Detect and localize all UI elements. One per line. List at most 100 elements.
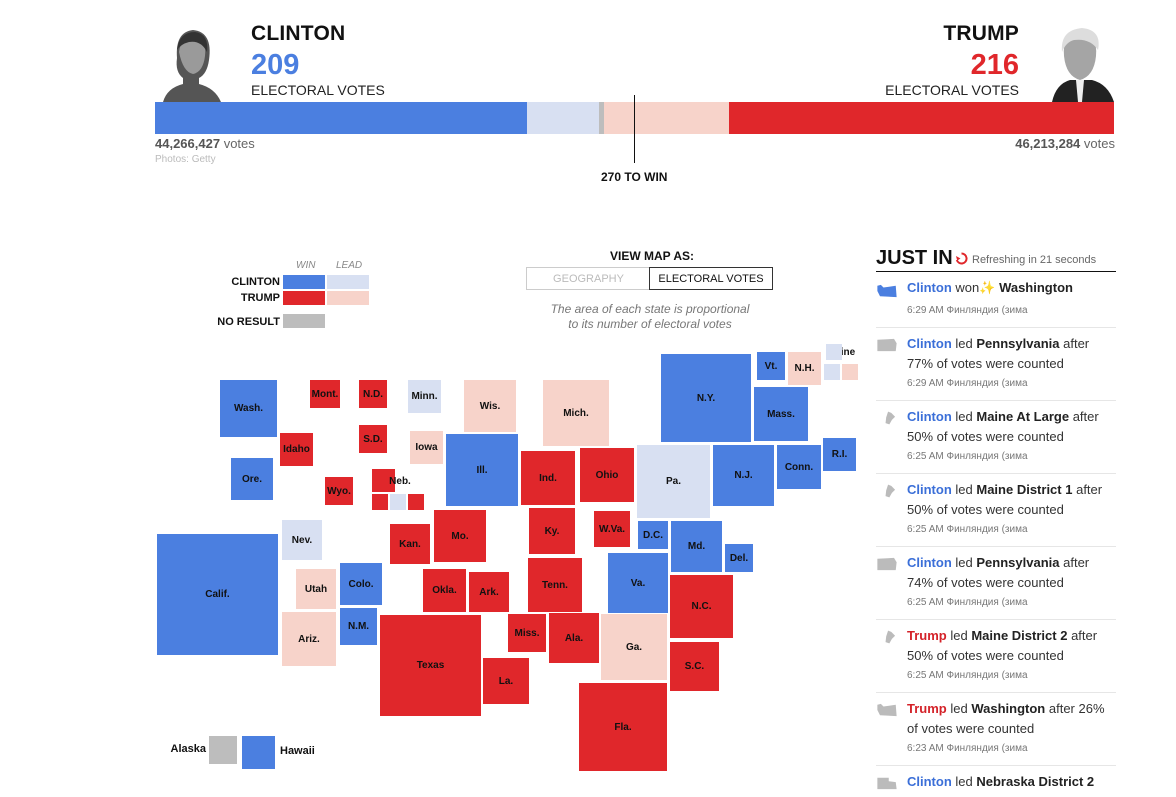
feed-verb: led	[955, 555, 973, 570]
feed-item[interactable]: Trump led Maine District 2 after 50% of …	[876, 620, 1116, 693]
state-mich[interactable]: Mich.	[543, 380, 609, 446]
neb-district-3[interactable]	[408, 494, 424, 510]
state-idaho[interactable]: Idaho	[280, 433, 313, 466]
state-ohio[interactable]: Ohio	[580, 448, 634, 502]
state-mass[interactable]: Mass.	[754, 387, 808, 441]
clinton-lead-bar	[527, 102, 599, 134]
maine-at-large[interactable]	[824, 364, 840, 380]
state-nc[interactable]: N.C.	[670, 575, 733, 638]
feed-detail: after 74% of votes were counted	[907, 555, 1090, 590]
feed-item[interactable]: Clinton led Nebraska District 2	[876, 766, 1116, 797]
state-ark[interactable]: Ark.	[469, 572, 509, 612]
feed-item[interactable]: Clinton led Pennsylvania after 74% of vo…	[876, 547, 1116, 620]
state-ny[interactable]: N.Y.	[661, 354, 751, 442]
feed-time: 6:29 AM Финляндия (зима	[907, 305, 1028, 316]
state-sc[interactable]: S.C.	[670, 642, 719, 691]
clinton-photo	[163, 22, 221, 102]
state-ore[interactable]: Ore.	[231, 458, 273, 500]
just-in-title: JUST IN	[876, 247, 953, 269]
feed-time: 6:25 AM Финляндия (зима	[907, 524, 1028, 535]
state-ala[interactable]: Ala.	[549, 613, 599, 663]
feed-verb: won	[955, 280, 980, 295]
state-iowa[interactable]: Iowa	[410, 431, 443, 464]
feed-place[interactable]: Nebraska District 2	[976, 774, 1095, 789]
state-pa[interactable]: Pa.	[637, 445, 710, 518]
state-tenn[interactable]: Tenn.	[528, 558, 582, 612]
state-wash[interactable]: Wash.	[220, 380, 277, 437]
state-mont[interactable]: Mont.	[310, 380, 340, 408]
state-minn[interactable]: Minn.	[408, 380, 441, 413]
state-nm[interactable]: N.M.	[340, 608, 377, 645]
feed-place[interactable]: Pennsylvania	[976, 555, 1060, 570]
feed-place[interactable]: Maine District 2	[971, 628, 1068, 643]
legend-lead-header: LEAD	[336, 260, 363, 271]
geography-toggle[interactable]: GEOGRAPHY	[526, 267, 650, 290]
candidate-name[interactable]: Clinton	[907, 555, 952, 570]
feed-item[interactable]: Clinton led Pennsylvania after 77% of vo…	[876, 328, 1116, 401]
candidate-name[interactable]: Trump	[907, 701, 947, 716]
feed-item[interactable]: Trump led Washington after 26% of votes …	[876, 693, 1116, 766]
neb-at-large[interactable]	[372, 469, 395, 492]
state-wva[interactable]: W.Va.	[594, 511, 630, 547]
candidate-name[interactable]: Clinton	[907, 774, 952, 789]
neb-district-2[interactable]	[390, 494, 406, 510]
feed-item[interactable]: Clinton led Maine At Large after 50% of …	[876, 401, 1116, 474]
feed-verb: led	[950, 628, 968, 643]
state-alaska[interactable]	[209, 736, 237, 764]
state-nh[interactable]: N.H.	[788, 352, 821, 385]
feed-place[interactable]: Maine At Large	[976, 409, 1070, 424]
state-calif[interactable]: Calif.	[157, 534, 278, 655]
candidate-name[interactable]: Clinton	[907, 280, 952, 295]
state-maine[interactable]: Maine	[824, 342, 858, 382]
state-utah[interactable]: Utah	[296, 569, 336, 609]
feed-place[interactable]: Maine District 1	[976, 482, 1073, 497]
state-kan[interactable]: Kan.	[390, 524, 430, 564]
refresh-icon[interactable]	[955, 252, 968, 265]
state-conn[interactable]: Conn.	[777, 445, 821, 489]
legend-clinton-win-swatch	[283, 275, 325, 289]
feed-place[interactable]: Washington	[971, 701, 1046, 716]
maine-district-1[interactable]	[826, 344, 842, 360]
state-ga[interactable]: Ga.	[601, 614, 667, 680]
state-la[interactable]: La.	[483, 658, 529, 704]
state-nd[interactable]: N.D.	[359, 380, 387, 408]
candidate-name[interactable]: Clinton	[907, 336, 952, 351]
electoral-votes-toggle[interactable]: ELECTORAL VOTES	[649, 267, 773, 290]
state-del[interactable]: Del.	[725, 544, 753, 572]
state-hawaii[interactable]	[242, 736, 275, 769]
state-fla[interactable]: Fla.	[579, 683, 667, 771]
state-texas[interactable]: Texas	[380, 615, 481, 716]
state-ariz[interactable]: Ariz.	[282, 612, 336, 666]
state-neb[interactable]: Neb.	[372, 469, 424, 511]
state-wyo[interactable]: Wyo.	[325, 477, 353, 505]
state-okla[interactable]: Okla.	[423, 569, 466, 612]
legend-trump-label: TRUMP	[240, 292, 280, 304]
state-vt[interactable]: Vt.	[757, 352, 785, 380]
neb-district-1[interactable]	[372, 494, 388, 510]
state-sd[interactable]: S.D.	[359, 425, 387, 453]
feed-item[interactable]: Clinton won✨ Washington 6:29 AM Финлянди…	[876, 272, 1116, 328]
state-md[interactable]: Md.	[671, 521, 722, 572]
candidate-name[interactable]: Clinton	[907, 409, 952, 424]
state-mo[interactable]: Mo.	[434, 510, 486, 562]
state-miss[interactable]: Miss.	[508, 614, 546, 652]
state-ky[interactable]: Ky.	[529, 508, 575, 554]
state-ill[interactable]: Ill.	[446, 434, 518, 506]
state-colo[interactable]: Colo.	[340, 563, 382, 605]
feed-place[interactable]: Washington	[999, 280, 1073, 295]
candidate-name[interactable]: Clinton	[907, 482, 952, 497]
state-dc[interactable]: D.C.	[638, 521, 668, 549]
state-va[interactable]: Va.	[608, 553, 668, 613]
feed-item[interactable]: Clinton led Maine District 1 after 50% o…	[876, 474, 1116, 547]
state-ind[interactable]: Ind.	[521, 451, 575, 505]
map-note-line1: The area of each state is proportional	[550, 302, 750, 316]
state-nj[interactable]: N.J.	[713, 445, 774, 506]
feed-place[interactable]: Pennsylvania	[976, 336, 1060, 351]
state-ri[interactable]: R.I.	[823, 438, 856, 471]
maine-district-2[interactable]	[842, 364, 858, 380]
candidate-name[interactable]: Trump	[907, 628, 947, 643]
clinton-electoral-votes: 209	[251, 49, 300, 81]
state-wis[interactable]: Wis.	[464, 380, 516, 432]
state-nev[interactable]: Nev.	[282, 520, 322, 560]
just-in-divider	[876, 271, 1116, 272]
